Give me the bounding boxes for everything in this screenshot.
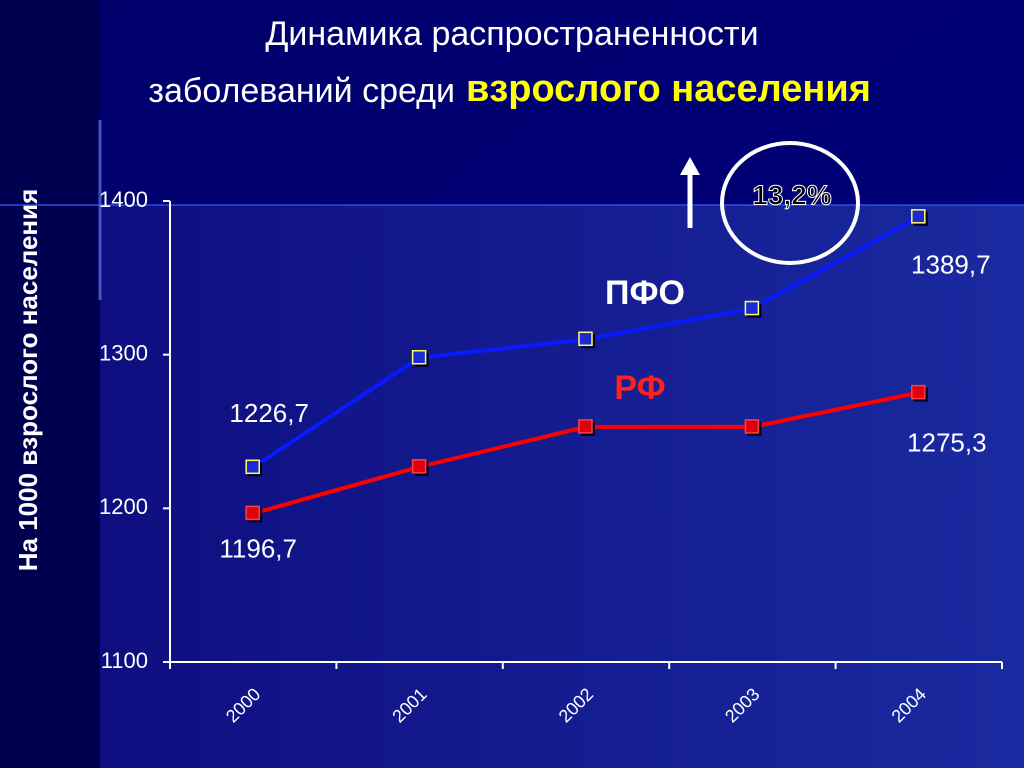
y-axis-label: На 1000 взрослого населения [13, 189, 43, 572]
annotation-circle [720, 141, 860, 265]
marker [911, 209, 926, 224]
plot-background [100, 205, 1024, 768]
marker [411, 349, 427, 365]
series-label: ПФО [605, 274, 685, 312]
data-label: 1275,3 [907, 427, 987, 457]
title-line: Динамика распространенности [265, 15, 758, 53]
series-label: РФ [614, 369, 665, 407]
y-tick-label: 1300 [99, 340, 148, 365]
data-label: 1196,7 [219, 533, 297, 563]
y-tick-label: 1100 [101, 648, 148, 673]
title-line: заболеваний среди [148, 72, 455, 110]
side-band [0, 0, 100, 768]
arrow-head [680, 157, 700, 175]
marker [411, 459, 427, 474]
data-label: 1389,7 [911, 250, 991, 280]
marker [245, 505, 260, 521]
y-tick-label: 1200 [99, 494, 148, 519]
data-label: 1226,7 [229, 398, 309, 428]
marker [578, 331, 593, 347]
marker [744, 300, 760, 316]
marker [744, 419, 760, 434]
title-highlight: взрослого населения [466, 68, 871, 110]
marker [911, 384, 926, 400]
annotation: 13,2% [752, 179, 831, 210]
y-tick-label: 1400 [99, 187, 148, 212]
marker [245, 459, 260, 475]
marker [578, 419, 593, 434]
